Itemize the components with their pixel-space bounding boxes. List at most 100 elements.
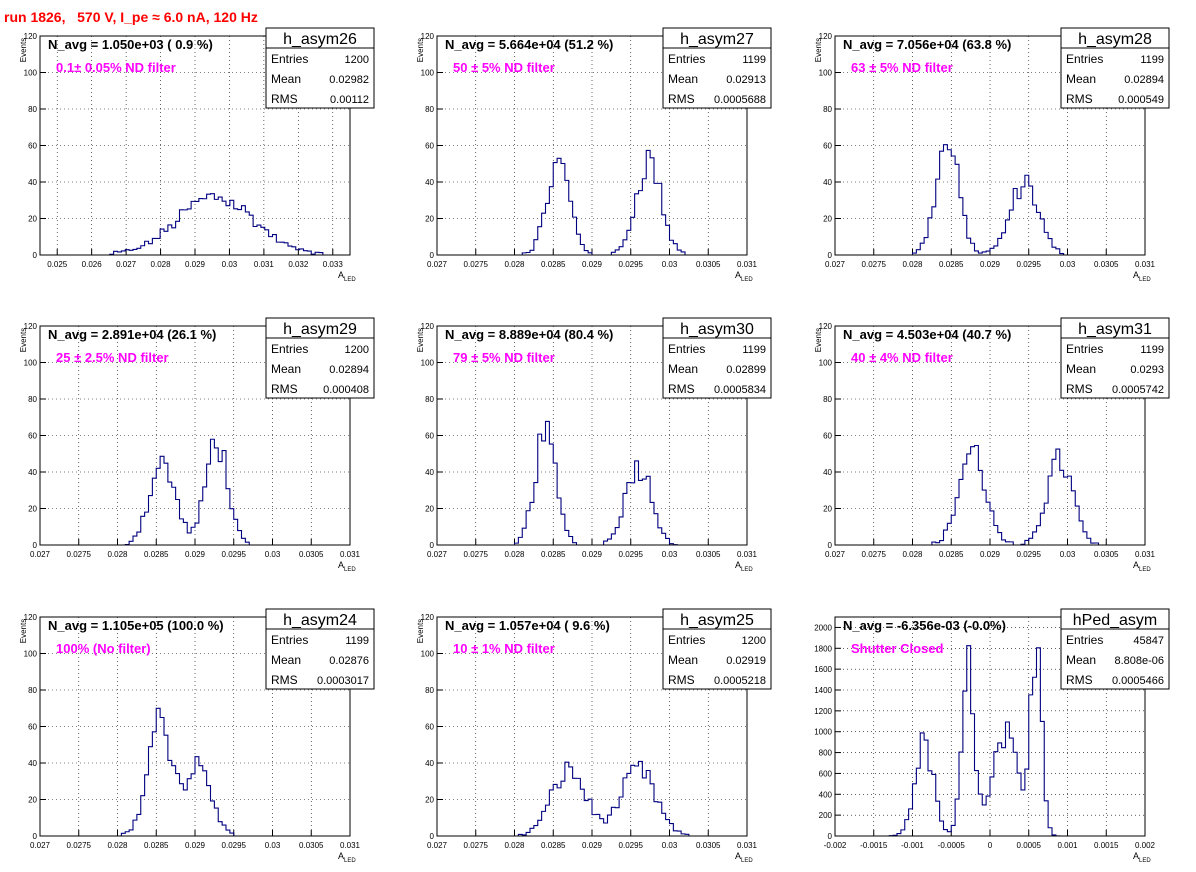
stat-value: 1200: [345, 344, 369, 356]
plot-frame: [436, 616, 748, 837]
x-tick-label: 0.0305: [299, 841, 324, 850]
stats-box: [265, 608, 375, 690]
filter-annotation: 40 ± 4% ND filter: [851, 350, 953, 365]
stat-label: Mean: [1066, 72, 1096, 86]
x-tick-label: 0.027: [30, 550, 51, 559]
x-tick-label: 0.028: [504, 550, 525, 559]
x-tick-label: 0.033: [323, 260, 344, 269]
y-tick-label: 100: [24, 69, 38, 78]
plot-frame: [834, 616, 1146, 837]
x-tick-label: 0.0275: [464, 260, 489, 269]
stat-label: Mean: [271, 72, 301, 86]
stats-box: [265, 317, 375, 399]
y-tick-label: 120: [421, 613, 435, 622]
stat-value: 0.02899: [726, 364, 766, 376]
y-tick-label: 80: [28, 105, 37, 114]
x-tick-label: 0.025: [47, 260, 68, 269]
x-tick-label: 0.03: [265, 550, 281, 559]
y-tick-label: 80: [28, 395, 37, 404]
y-tick-label: 20: [823, 215, 832, 224]
plot-frame: [436, 325, 748, 546]
stat-label: RMS: [1066, 673, 1093, 687]
x-tick-label: 0.031: [340, 550, 361, 559]
plot-frame: [39, 325, 351, 546]
x-tick-label: 0.002: [1135, 841, 1156, 850]
x-tick-label: 0.0275: [464, 841, 489, 850]
stats-box: [265, 27, 375, 109]
x-tick-label: 0.0295: [222, 550, 247, 559]
histogram-name: h_asym28: [1078, 31, 1152, 48]
x-axis-label: ALED: [735, 560, 753, 573]
x-tick-label: 0.029: [980, 260, 1001, 269]
stat-value: 0.000549: [1118, 94, 1164, 106]
x-tick-label: 0.0285: [541, 260, 566, 269]
x-tick-label: 0.03: [662, 260, 678, 269]
y-tick-label: 1800: [814, 644, 832, 653]
y-tick-label: 100: [24, 359, 38, 368]
y-tick-label: 20: [28, 215, 37, 224]
histogram-panel-h_asym25: 0.027 0.0275 0.028 0.0285 0.029 0.0295 0.03 0.0…: [416, 608, 772, 864]
y-tick-label: 60: [823, 432, 832, 441]
x-tick-label: 0.031: [254, 260, 275, 269]
x-axis-label: ALED: [1133, 851, 1151, 864]
filter-annotation: 25 ± 2.5% ND filter: [56, 350, 169, 365]
y-tick-label: 40: [823, 178, 832, 187]
histogram-series: [437, 760, 747, 837]
x-tick-label: -0.0005: [938, 841, 966, 850]
x-tick-label: 0.031: [737, 550, 758, 559]
histogram-name: h_asym29: [283, 321, 357, 338]
x-tick-label: 0.03: [662, 841, 678, 850]
histogram-series: [835, 144, 1145, 256]
x-tick-label: 0.0295: [619, 841, 644, 850]
stat-value: 1199: [1140, 344, 1164, 356]
y-tick-label: 0: [430, 541, 435, 550]
x-tick-label: 0.028: [902, 260, 923, 269]
x-axis-label: ALED: [1133, 560, 1151, 573]
stat-value: 0.0005466: [1112, 675, 1164, 687]
stat-label: Entries: [1066, 342, 1103, 356]
stat-value: 8.808e-06: [1114, 655, 1164, 667]
stats-box: [662, 608, 772, 690]
y-tick-label: 100: [421, 650, 435, 659]
y-tick-label: 2000: [814, 623, 832, 632]
y-tick-label: 60: [28, 142, 37, 151]
stat-label: Mean: [1066, 653, 1096, 667]
y-tick-label: 120: [24, 613, 38, 622]
y-axis-label: Events: [416, 328, 425, 352]
y-tick-label: 60: [28, 432, 37, 441]
histogram-name: h_asym25: [680, 612, 754, 629]
filter-annotation: 10 ± 1% ND filter: [453, 641, 555, 656]
x-tick-label: 0.03: [662, 550, 678, 559]
stat-label: Mean: [668, 72, 698, 86]
stat-value: 1200: [345, 54, 369, 66]
navg-label: N_avg = 8.889e+04 (80.4 %): [445, 327, 613, 342]
stat-value: 0.0005688: [714, 94, 766, 106]
x-tick-label: 0.0005: [1017, 841, 1042, 850]
filter-annotation: Shutter Closed: [851, 641, 944, 656]
stat-value: 0.000408: [323, 384, 369, 396]
histogram-name: hPed_asym: [1073, 612, 1158, 629]
x-tick-label: 0.029: [582, 841, 603, 850]
x-tick-label: 0.03: [1060, 260, 1076, 269]
stat-value: 0.02876: [329, 655, 369, 667]
x-tick-label: -0.0015: [860, 841, 888, 850]
histogram-series: [437, 149, 747, 256]
y-axis-label: Events: [19, 38, 28, 62]
x-tick-label: 0.028: [504, 260, 525, 269]
x-tick-label: 0.026: [82, 260, 103, 269]
navg-label: N_avg = 1.105e+05 (100.0 %): [48, 618, 224, 633]
stat-value: 0.0005834: [714, 384, 766, 396]
y-tick-label: 100: [819, 69, 833, 78]
stat-label: RMS: [271, 382, 298, 396]
stat-label: Mean: [668, 653, 698, 667]
y-axis-label: Events: [814, 328, 823, 352]
stats-box: [1060, 317, 1170, 399]
y-axis-label: Events: [814, 38, 823, 62]
x-tick-label: 0.0285: [144, 841, 169, 850]
y-tick-label: 20: [823, 505, 832, 514]
stats-box: [662, 27, 772, 109]
navg-label: N_avg = 7.056e+04 (63.8 %): [843, 37, 1011, 52]
plot-frame: [436, 35, 748, 256]
plot-frame: [834, 35, 1146, 256]
